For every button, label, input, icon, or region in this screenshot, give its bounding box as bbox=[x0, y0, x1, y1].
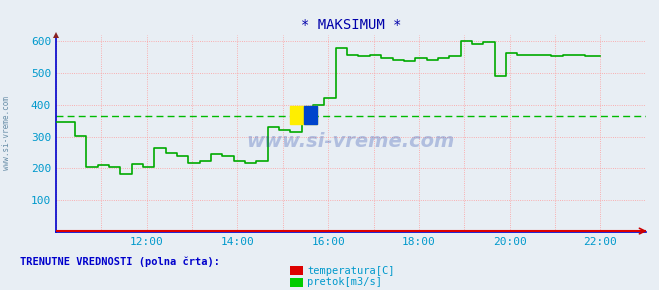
Bar bbox=[304, 106, 317, 124]
Text: temperatura[C]: temperatura[C] bbox=[307, 266, 395, 275]
Text: pretok[m3/s]: pretok[m3/s] bbox=[307, 277, 382, 287]
Text: TRENUTNE VREDNOSTI (polna črta):: TRENUTNE VREDNOSTI (polna črta): bbox=[20, 257, 219, 267]
Bar bbox=[291, 106, 317, 124]
Title: * MAKSIMUM *: * MAKSIMUM * bbox=[301, 18, 401, 32]
Text: www.si-vreme.com: www.si-vreme.com bbox=[246, 132, 455, 151]
Text: www.si-vreme.com: www.si-vreme.com bbox=[2, 96, 11, 171]
